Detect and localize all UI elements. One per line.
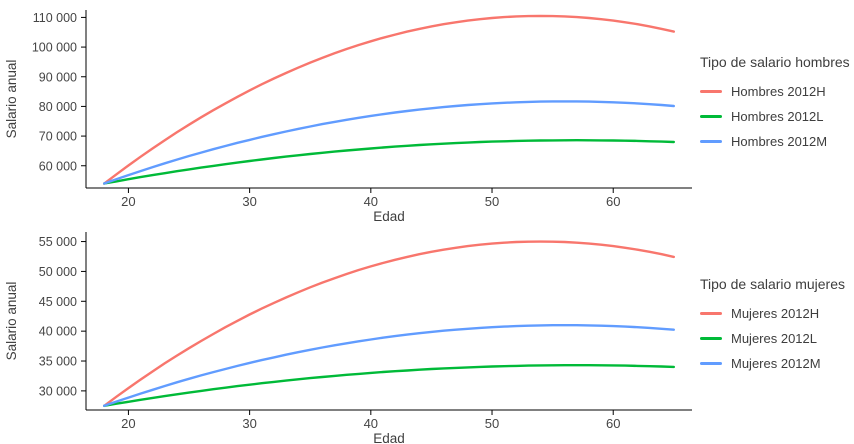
y-tick-label: 40 000	[39, 325, 77, 339]
x-axis-title: Edad	[373, 209, 405, 222]
chart-svg-hombres: 60 000 70 000 80 000 90 000 100 000 110 000 20…	[4, 10, 692, 222]
legend-key-line-green	[700, 115, 722, 118]
plot-mujeres: 30 000 35 000 40 000 45 000 50 000 55 000 20 30…	[0, 222, 700, 444]
y-tick-label: 60 000	[39, 159, 77, 173]
legend-label: Hombres 2012L	[731, 109, 824, 124]
chart-svg-mujeres: 30 000 35 000 40 000 45 000 50 000 55 000 20 30…	[4, 232, 692, 444]
series-line-mujeres-2012m	[102, 323, 675, 408]
x-tick-label: 20	[121, 416, 135, 431]
legend-key-line-blue	[700, 362, 722, 365]
legend-label: Mujeres 2012H	[731, 306, 820, 321]
chart-row-mujeres: 30 000 35 000 40 000 45 000 50 000 55 000 20 30…	[0, 222, 854, 444]
legend-label: Hombres 2012M	[731, 134, 828, 149]
legend-key-line-blue	[700, 140, 722, 143]
y-tick-label: 80 000	[39, 100, 77, 114]
legend-title-hombres: Tipo de salario hombres	[700, 54, 850, 70]
y-axis-title: Salario anual	[4, 282, 19, 361]
x-tick-label: 30	[242, 194, 256, 209]
legend-item: Hombres 2012L	[700, 109, 850, 124]
y-tick-label: 45 000	[39, 295, 77, 309]
series-line-hombres-2012l	[102, 138, 675, 185]
y-axis-title: Salario anual	[4, 60, 19, 139]
x-tick-label: 60	[606, 194, 620, 209]
series-line-hombres-2012m	[102, 100, 675, 185]
y-tick-label: 90 000	[39, 70, 77, 84]
legend-label: Mujeres 2012M	[731, 356, 821, 371]
legend-label: Mujeres 2012L	[731, 331, 817, 346]
x-axis-title: Edad	[373, 431, 405, 444]
legend-item: Mujeres 2012H	[700, 306, 850, 321]
x-tick-label: 60	[606, 416, 620, 431]
legend-mujeres: Tipo de salario mujeres Mujeres 2012H Mu…	[700, 276, 850, 376]
legend-key-line-red	[700, 90, 722, 93]
y-tick-label: 70 000	[39, 130, 77, 144]
legend-item: Mujeres 2012M	[700, 356, 850, 371]
y-tick-label: 110 000	[33, 11, 77, 25]
y-tick-label: 100 000	[32, 41, 77, 55]
y-tick-label: 55 000	[39, 235, 77, 249]
legend-hombres: Tipo de salario hombres Hombres 2012H Ho…	[700, 54, 850, 154]
chart-row-hombres: 60 000 70 000 80 000 90 000 100 000 110 000 20…	[0, 0, 850, 222]
y-tick-label: 30 000	[39, 384, 77, 398]
x-tick-label: 40	[364, 194, 378, 209]
x-tick-label: 20	[121, 194, 135, 209]
series-line-hombres-2012h	[102, 14, 675, 185]
legend-key-line-red	[700, 312, 722, 315]
x-tick-label: 50	[485, 194, 499, 209]
legend-item: Mujeres 2012L	[700, 331, 850, 346]
plot-hombres: 60 000 70 000 80 000 90 000 100 000 110 000 20…	[0, 0, 700, 222]
x-tick-label: 50	[485, 416, 499, 431]
legend-item: Hombres 2012H	[700, 84, 850, 99]
x-tick-label: 40	[364, 416, 378, 431]
legend-key-line-green	[700, 337, 722, 340]
y-tick-label: 35 000	[39, 355, 77, 369]
y-tick-label: 50 000	[39, 265, 77, 279]
legend-label: Hombres 2012H	[731, 84, 826, 99]
legend-title-mujeres: Tipo de salario mujeres	[700, 276, 845, 292]
x-tick-label: 30	[242, 416, 256, 431]
legend-item: Hombres 2012M	[700, 134, 850, 149]
series-line-mujeres-2012h	[102, 240, 675, 408]
series-line-mujeres-2012l	[102, 363, 675, 408]
